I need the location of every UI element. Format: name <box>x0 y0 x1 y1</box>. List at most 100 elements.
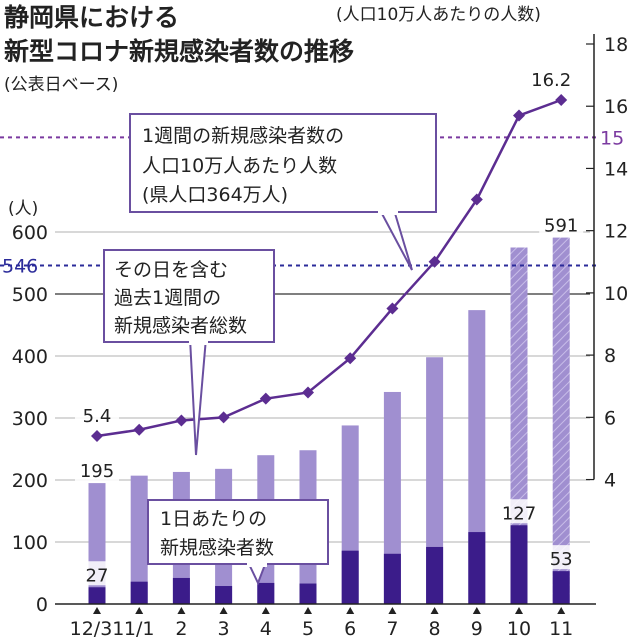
annotation-per100k-line2: 人口10万人あたり人数 <box>142 155 337 177</box>
daily-label-12/31-bg <box>75 561 119 586</box>
right-tick-16: 16 <box>604 96 628 118</box>
reference-label-15: 15 <box>600 127 624 149</box>
daily-label-10: 127 <box>502 503 536 524</box>
x-tickmark-12/31 <box>93 607 101 614</box>
annotation-daily-box <box>147 499 329 565</box>
chart-subtitle: (公表日ベース) <box>4 75 118 95</box>
left-tick-400: 400 <box>12 346 48 368</box>
x-label-10: 10 <box>507 618 531 640</box>
daily-bar-9 <box>468 532 486 604</box>
right-axis-label: (人口10万人あたりの人数) <box>336 5 541 25</box>
per100k-point-9 <box>470 193 483 206</box>
weekly-bar-1/1 <box>130 475 148 604</box>
weekly-label-12/31-bg <box>75 457 119 482</box>
left-tick-300: 300 <box>12 408 48 430</box>
right-tick-8: 8 <box>604 345 616 367</box>
annotation-weekly-line3: 新規感染者総数 <box>114 315 247 337</box>
per100k-point-3 <box>217 411 230 424</box>
left-tick-0: 0 <box>36 594 48 616</box>
x-label-1/1: 1/1 <box>124 618 155 640</box>
daily-bar-4 <box>257 582 275 604</box>
per100k-point-5 <box>302 386 314 399</box>
right-tick-6: 6 <box>604 407 616 429</box>
per100k-point-12/31 <box>91 430 103 442</box>
x-tickmark-9 <box>472 607 481 614</box>
annotation-daily-line1: 1日あたりの <box>160 508 267 530</box>
left-tick-600: 600 <box>12 222 48 244</box>
daily-bar-5 <box>299 583 317 604</box>
right-tick-14: 14 <box>604 158 628 180</box>
left-tick-100: 100 <box>12 532 48 554</box>
x-label-2: 2 <box>175 618 187 640</box>
per100k-label-11-bg <box>529 66 574 90</box>
weekly-bar-7 <box>383 391 401 604</box>
per100k-point-8 <box>428 255 441 268</box>
x-tickmark-10 <box>515 607 523 614</box>
x-tickmark-4 <box>261 607 270 614</box>
annotation-per100k-line1: 1週間の新規感染者数の <box>142 125 344 147</box>
reference-label-546: 546 <box>2 255 38 277</box>
x-tickmark-8 <box>430 607 439 614</box>
x-label-11: 11 <box>549 618 573 640</box>
per100k-point-1/1 <box>133 423 146 436</box>
x-label-5: 5 <box>302 618 314 640</box>
x-label-3: 3 <box>218 618 230 640</box>
chart-title-line2: 新型コロナ新規感染者数の推移 <box>4 37 354 66</box>
daily-bar-1/1 <box>130 581 148 604</box>
annotation-per100k-line3: (県人口364万人) <box>142 184 288 206</box>
chart-title-line1: 静岡県における <box>4 3 179 32</box>
annotation-per100k-box <box>129 113 437 213</box>
left-tick-500: 500 <box>12 284 48 306</box>
x-tickmark-5 <box>304 607 312 614</box>
left-axis-label: (人) <box>8 199 38 219</box>
weekly-bar-11 <box>552 237 570 604</box>
annotation-daily: 1日あたりの 新規感染者数 <box>147 499 329 586</box>
x-tickmark-2 <box>177 607 186 614</box>
x-tickmark-6 <box>346 607 355 614</box>
x-label-9: 9 <box>471 618 483 640</box>
daily-bar-6 <box>341 550 359 604</box>
daily-bar-11 <box>552 571 570 604</box>
weekly-bar-9 <box>468 310 486 604</box>
weekly-label-11: 591 <box>544 216 578 237</box>
per100k-label-11: 16.2 <box>531 70 571 91</box>
weekly-label-12/31: 195 <box>80 461 114 482</box>
weekly-bar-8 <box>426 357 444 604</box>
right-tick-12: 12 <box>604 221 628 243</box>
per100k-line <box>96 98 562 438</box>
x-label-12/31: 12/31 <box>70 618 125 640</box>
annotation-weekly: その日を含む 過去1週間の 新規感染者総数 <box>103 249 275 456</box>
annotation-daily-line2: 新規感染者数 <box>160 537 274 559</box>
per100k-point-4 <box>259 392 272 405</box>
x-label-4: 4 <box>260 618 272 640</box>
annotation-weekly-pointer <box>189 337 207 456</box>
right-tick-4: 4 <box>604 470 616 492</box>
per100k-point-6 <box>344 352 357 365</box>
daily-bar-2 <box>172 577 190 604</box>
right-tick-10: 10 <box>604 283 628 305</box>
weekly-label-11-bg <box>539 211 584 236</box>
annotation-weekly-box <box>103 249 275 343</box>
per100k-point-2 <box>175 414 188 427</box>
x-label-7: 7 <box>386 618 398 640</box>
daily-label-11-bg <box>539 545 584 570</box>
x-tickmark-11 <box>557 607 566 614</box>
daily-bar-12/31 <box>88 587 106 604</box>
daily-bar-8 <box>426 546 444 604</box>
per100k-label-12/31-bg <box>75 402 119 426</box>
daily-bar-3 <box>215 586 233 604</box>
per100k-point-10 <box>513 109 525 122</box>
x-label-8: 8 <box>429 618 441 640</box>
per100k-point-7 <box>386 302 399 315</box>
line-layer <box>91 94 568 442</box>
x-tickmark-7 <box>388 607 397 614</box>
annotation-per100k: 1週間の新規感染者数の 人口10万人あたり人数 (県人口364万人) <box>129 113 437 271</box>
x-tickmark-1/1 <box>135 607 144 614</box>
right-tick-18: 18 <box>604 34 628 56</box>
per100k-label-12/31: 5.4 <box>83 406 112 427</box>
daily-bar-7 <box>383 553 401 604</box>
data-labels-layer: 195 591 27 127 53 5.4 16.2 <box>75 66 584 586</box>
left-tick-200: 200 <box>12 470 48 492</box>
annotation-daily-pointer <box>247 561 267 586</box>
